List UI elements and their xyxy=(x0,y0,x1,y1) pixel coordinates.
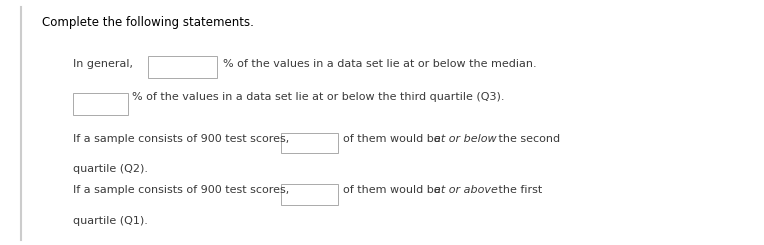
FancyBboxPatch shape xyxy=(148,56,217,78)
FancyBboxPatch shape xyxy=(73,93,128,115)
Text: Complete the following statements.: Complete the following statements. xyxy=(42,16,254,29)
Text: quartile (Q1).: quartile (Q1). xyxy=(73,216,147,226)
Text: of them would be: of them would be xyxy=(343,185,444,195)
Text: of them would be: of them would be xyxy=(343,134,444,144)
Text: If a sample consists of 900 test scores,: If a sample consists of 900 test scores, xyxy=(73,134,289,144)
FancyBboxPatch shape xyxy=(281,184,338,205)
Text: the second: the second xyxy=(495,134,560,144)
FancyBboxPatch shape xyxy=(281,133,338,153)
Text: quartile (Q2).: quartile (Q2). xyxy=(73,164,147,174)
Text: % of the values in a data set lie at or below the median.: % of the values in a data set lie at or … xyxy=(223,59,537,69)
Text: In general,: In general, xyxy=(73,59,133,69)
Text: at or above: at or above xyxy=(434,185,498,195)
Text: at or below: at or below xyxy=(434,134,497,144)
Text: the first: the first xyxy=(495,185,542,195)
Text: % of the values in a data set lie at or below the third quartile (Q3).: % of the values in a data set lie at or … xyxy=(132,92,505,102)
Text: If a sample consists of 900 test scores,: If a sample consists of 900 test scores, xyxy=(73,185,289,195)
